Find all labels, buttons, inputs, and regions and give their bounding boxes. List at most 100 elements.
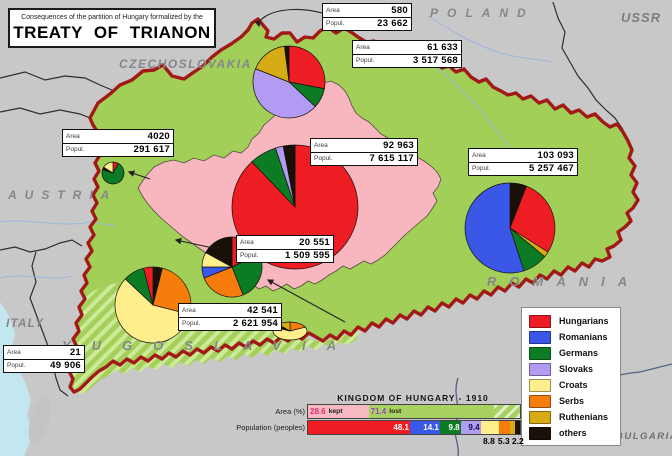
poland-cession-leader-line bbox=[254, 8, 323, 28]
country-label-poland: POLAND bbox=[430, 6, 535, 20]
legend-item: Hungarians bbox=[522, 313, 620, 329]
bar-segment-slovaks: 9.4 bbox=[460, 421, 481, 434]
rivers bbox=[0, 15, 553, 279]
austria-pie-arrow bbox=[127, 170, 151, 180]
chart-title: KINGDOM OF HUNGARY - 1910 bbox=[337, 393, 489, 403]
popul-value: 5 257 467 bbox=[529, 163, 574, 175]
legend-item: Serbs bbox=[522, 393, 620, 409]
area-label: Area bbox=[314, 141, 328, 149]
legend-swatch-serbs bbox=[529, 394, 551, 408]
bar-segment-serbs bbox=[499, 421, 511, 434]
stat-box-italy: Area 21 Popul. 49 906 bbox=[3, 345, 85, 373]
popul-label: Popul. bbox=[66, 146, 85, 154]
bar-segment-others bbox=[515, 421, 520, 434]
popul-label: Popul. bbox=[326, 20, 345, 28]
popul-label: Popul. bbox=[182, 320, 201, 328]
area-label: Area bbox=[326, 6, 340, 14]
legend-swatch-ruthenians bbox=[529, 410, 551, 424]
stat-box-hungary: Area 92 963 Popul. 7 615 117 bbox=[310, 138, 418, 166]
legend-item: Croats bbox=[522, 377, 620, 393]
population-bar: 48.1 14.1 9.8 9.4 bbox=[307, 420, 521, 435]
stat-box-austria: Area 4020 Popul. 291 617 bbox=[62, 129, 174, 157]
legend-swatch-romanians bbox=[529, 330, 551, 344]
legend-label: Germans bbox=[559, 348, 599, 358]
country-label-italy: ITALY bbox=[6, 316, 44, 330]
country-label-ussr: USSR bbox=[621, 10, 662, 25]
pie-austria bbox=[101, 161, 125, 185]
pie-romania bbox=[464, 182, 556, 274]
area-value: 92 963 bbox=[383, 139, 414, 151]
country-label-austria: AUSTRIA bbox=[8, 188, 118, 202]
area-bar: 28.6 kept 71.4 lost bbox=[307, 404, 521, 419]
popul-value: 23 662 bbox=[377, 18, 408, 30]
area-value: 42 541 bbox=[247, 304, 278, 316]
legend-swatch-germans bbox=[529, 346, 551, 360]
area-value: 21 bbox=[69, 346, 81, 358]
stat-box-czechoslovakia: Area 61 633 Popul. 3 517 568 bbox=[352, 40, 462, 68]
pie-slice-hungarians bbox=[143, 266, 154, 306]
bar-segment-hungarians: 48.1 bbox=[308, 421, 410, 434]
title-subtitle: Consequences of the partition of Hungary… bbox=[21, 14, 203, 21]
population-row-label: Population (peoples) bbox=[236, 423, 305, 432]
page-title: TREATY OF TRIANON bbox=[13, 23, 211, 42]
popul-label: Popul. bbox=[240, 252, 259, 260]
bar-under-label: 2.2 bbox=[511, 436, 524, 446]
area-value: 4020 bbox=[147, 130, 170, 142]
legend-swatch-others bbox=[529, 426, 551, 440]
bar-segment-romanians: 14.1 bbox=[409, 421, 440, 434]
popul-label: Popul. bbox=[7, 362, 26, 370]
pie-yugoslavia bbox=[114, 266, 192, 344]
area-value: 103 093 bbox=[537, 149, 574, 161]
popul-value: 3 517 568 bbox=[413, 55, 458, 67]
area-value: 20 551 bbox=[299, 236, 330, 248]
annotation-arrows bbox=[127, 8, 346, 323]
ethnicity-legend: Hungarians Romanians Germans Slovaks Cro… bbox=[521, 307, 621, 446]
stat-box-yugoslavia: Area 42 541 Popul. 2 621 954 bbox=[178, 303, 282, 331]
bar-segment-kept: 28.6 kept bbox=[308, 405, 369, 418]
legend-label: Romanians bbox=[559, 332, 608, 342]
bar-segment-ruthenians bbox=[510, 421, 516, 434]
country-label-yugoslavia: YUGOSLAVIA bbox=[62, 338, 357, 353]
pie-slice-others bbox=[282, 144, 296, 208]
area-label: Area bbox=[66, 132, 80, 140]
pie-slice-hungarians bbox=[509, 185, 556, 253]
istria-peninsula bbox=[28, 397, 52, 443]
legend-swatch-slovaks bbox=[529, 362, 551, 376]
legend-item: Germans bbox=[522, 345, 620, 361]
bar-segment-germans: 9.8 bbox=[439, 421, 461, 434]
popul-value: 291 617 bbox=[133, 144, 170, 156]
pie-slice-hungarians bbox=[288, 45, 326, 90]
central-region-arrow-south bbox=[266, 279, 346, 323]
title-box: Consequences of the partition of Hungary… bbox=[8, 8, 216, 48]
area-value: 61 633 bbox=[427, 41, 458, 53]
legend-label: Ruthenians bbox=[559, 412, 609, 422]
popul-label: Popul. bbox=[314, 155, 333, 163]
area-row-label: Area (%) bbox=[275, 407, 305, 416]
legend-label: Hungarians bbox=[559, 316, 609, 326]
area-label: Area bbox=[472, 151, 486, 159]
legend-item: Romanians bbox=[522, 329, 620, 345]
stat-box-romania: Area 103 093 Popul. 5 257 467 bbox=[468, 148, 578, 176]
popul-label: Popul. bbox=[356, 57, 375, 65]
legend-item: others bbox=[522, 425, 620, 441]
bar-under-label: 5.3 bbox=[497, 436, 510, 446]
population-bar-under-labels: 8.8 5.3 2.2 bbox=[307, 435, 524, 446]
adriatic-sea bbox=[0, 302, 33, 456]
country-label-bulgaria: BULGARIA bbox=[616, 431, 672, 442]
stat-box-poland-cession: Area 580 Popul. 23 662 bbox=[322, 3, 412, 31]
pie-slice-others bbox=[205, 236, 233, 268]
legend-swatch-hungarians bbox=[529, 314, 551, 328]
bar-segment-lost: 71.4 lost bbox=[368, 405, 520, 418]
area-value: 580 bbox=[391, 4, 408, 16]
bar-under-label: 8.8 bbox=[482, 436, 495, 446]
pie-slice-others bbox=[284, 45, 290, 83]
pie-slice-romanians bbox=[464, 182, 525, 274]
country-label-czechoslovakia: CZECHOSLOVAKIA bbox=[119, 57, 252, 71]
popul-value: 1 509 595 bbox=[285, 250, 330, 262]
legend-label: others bbox=[559, 428, 587, 438]
area-label: Area bbox=[182, 306, 196, 314]
popul-value: 49 906 bbox=[50, 360, 81, 372]
pie-slice-slovaks bbox=[252, 68, 316, 119]
legend-label: Serbs bbox=[559, 396, 585, 406]
area-label: Area bbox=[7, 348, 21, 356]
